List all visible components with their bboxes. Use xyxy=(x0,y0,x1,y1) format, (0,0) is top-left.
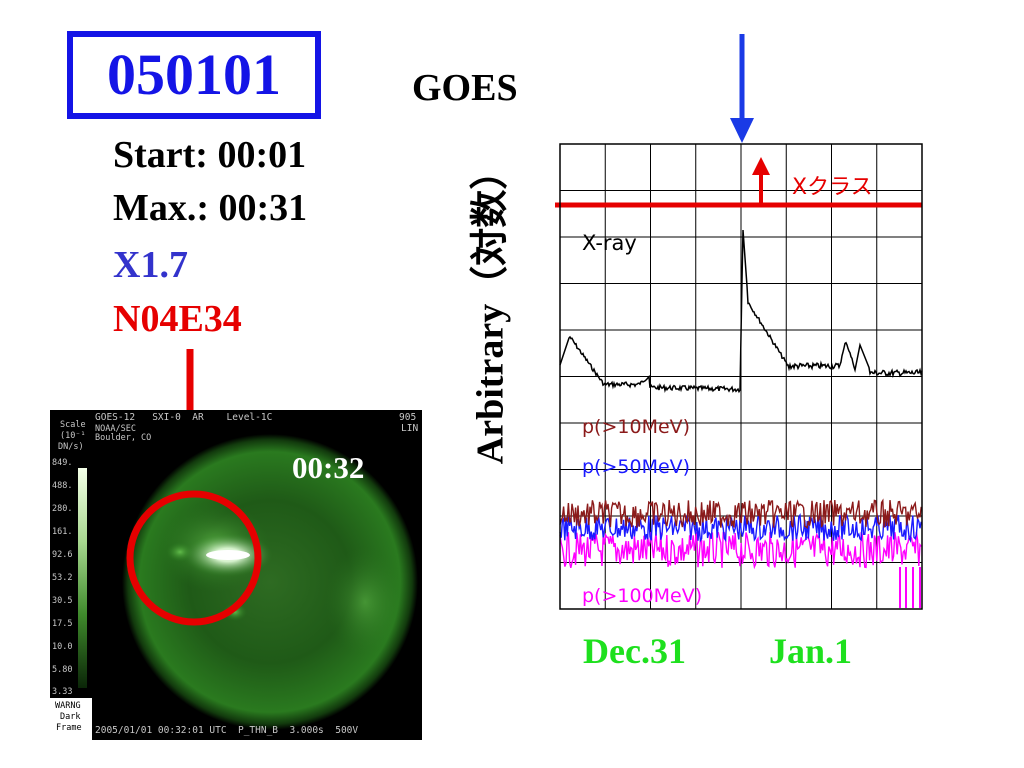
scale-value: 161. xyxy=(52,527,73,537)
sxi-org-2: Boulder, CO xyxy=(95,433,152,443)
xclass-label: Xクラス xyxy=(792,175,873,200)
scale-colorbar xyxy=(78,468,87,688)
p50-series xyxy=(559,513,922,543)
footer-warning: WARNG xyxy=(55,701,81,711)
sxi-image: Scale (10⁻¹ DN/s) 849. 488. 280. 161. 92… xyxy=(50,410,422,740)
x-tick-jan1: Jan.1 xyxy=(769,631,853,671)
scale-title-3: DN/s) xyxy=(58,442,84,452)
goes-plot: Xクラス X-ray p(>10MeV) p(>50MeV) p(>100MeV… xyxy=(555,34,923,610)
sxi-org-1: NOAA/SEC xyxy=(95,424,136,434)
xray-label: X-ray xyxy=(582,231,637,255)
p10-label: p(>10MeV) xyxy=(582,416,690,438)
sxi-header-right: 905 xyxy=(399,412,417,423)
scale-value: 10.0 xyxy=(52,642,73,652)
xclass-up-arrow-head xyxy=(752,157,770,175)
sxi-header: GOES-12 SXI-0 AR Level-1C xyxy=(95,412,273,423)
scale-value: 17.5 xyxy=(52,619,73,629)
max-time: Max.: 00:31 xyxy=(113,187,308,229)
scale-title-1: Scale xyxy=(60,420,86,430)
scale-title-2: (10⁻¹ xyxy=(60,431,86,441)
peak-marker-arrow-head xyxy=(730,118,754,143)
x-tick-dec31: Dec.31 xyxy=(583,631,686,671)
p50-label: p(>50MeV) xyxy=(582,456,690,478)
sxi-scale: Scale (10⁻¹ DN/s) 849. 488. 280. 161. 92… xyxy=(50,410,92,740)
sxi-header-right-2: LIN xyxy=(401,423,419,434)
flare-highlight-circle xyxy=(126,490,262,626)
scale-value: 488. xyxy=(52,481,73,491)
footer-dark: Dark xyxy=(60,712,81,722)
scale-value: 5.80 xyxy=(52,665,73,675)
flare-location: N04E34 xyxy=(113,298,242,340)
sxi-footer-info: 2005/01/01 00:32:01 UTC P_THN_B 3.000s 5… xyxy=(95,725,359,736)
event-id: 050101 xyxy=(107,42,281,107)
proton-series xyxy=(559,498,922,608)
footer-frame: Frame xyxy=(56,723,82,733)
plot-frame xyxy=(559,143,923,610)
solar-disk-image xyxy=(122,434,418,730)
xray-series xyxy=(559,229,923,394)
scale-value: 280. xyxy=(52,504,73,514)
instrument-title: GOES xyxy=(412,67,518,109)
scale-value: 30.5 xyxy=(52,596,73,606)
p10-series xyxy=(559,498,922,529)
y-axis-label: Arbitrary（対数） xyxy=(469,151,512,465)
sxi-time-overlay: 00:32 xyxy=(292,450,365,485)
event-id-frame xyxy=(67,31,321,119)
scale-value: 92.6 xyxy=(52,550,73,560)
warning-box xyxy=(50,698,92,740)
flare-class: X1.7 xyxy=(113,244,188,286)
scale-value: 849. xyxy=(52,458,73,468)
scale-value: 53.2 xyxy=(52,573,73,583)
scale-value: 3.33 xyxy=(52,687,73,697)
start-time: Start: 00:01 xyxy=(113,134,307,176)
p100-label: p(>100MeV) xyxy=(582,585,702,607)
